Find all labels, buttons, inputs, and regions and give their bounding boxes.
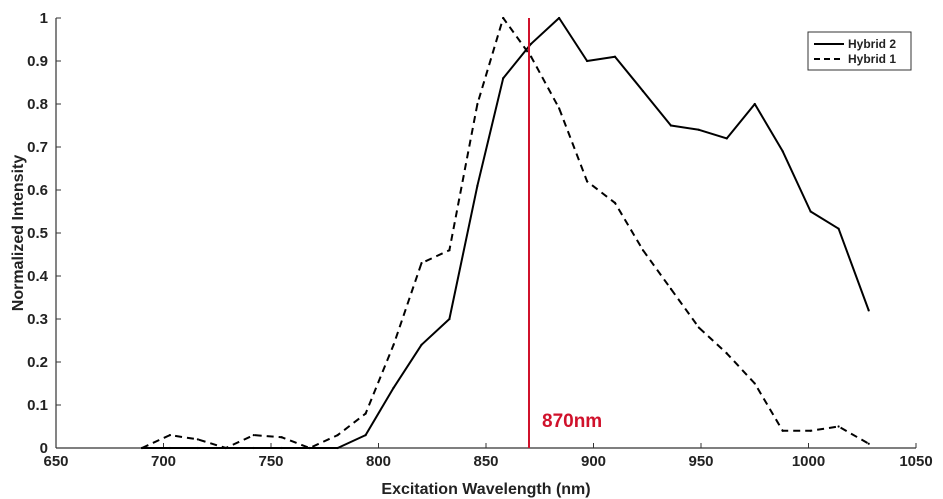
x-tick-label: 700 bbox=[151, 453, 176, 470]
y-tick-label: 0.2 bbox=[27, 354, 48, 371]
data-point bbox=[448, 317, 451, 321]
data-point bbox=[837, 425, 840, 428]
data-point bbox=[252, 434, 255, 437]
legend-label: Hybrid 1 bbox=[848, 52, 896, 66]
data-point bbox=[585, 59, 589, 63]
y-tick-label: 1 bbox=[40, 10, 48, 27]
legend-label: Hybrid 2 bbox=[848, 37, 896, 51]
data-point bbox=[641, 90, 645, 93]
data-point bbox=[641, 249, 645, 252]
data-point bbox=[669, 124, 673, 127]
y-tick-label: 0.8 bbox=[27, 96, 48, 113]
y-tick-label: 0.6 bbox=[27, 182, 48, 199]
data-point bbox=[781, 150, 784, 153]
data-point bbox=[224, 446, 227, 450]
data-point bbox=[336, 434, 339, 437]
data-point bbox=[392, 386, 395, 389]
data-point bbox=[725, 352, 728, 355]
annotations: 870nm bbox=[528, 18, 602, 448]
data-point bbox=[867, 442, 870, 445]
data-point bbox=[364, 434, 367, 437]
y-axis-ticks: 0 0.1 0.2 0.3 0.4 0.5 0.6 0.7 0.8 0.9 1 bbox=[27, 10, 61, 457]
x-tick-label: 1050 bbox=[899, 453, 932, 470]
data-point bbox=[697, 326, 700, 329]
data-point bbox=[448, 249, 451, 252]
x-tick-label: 950 bbox=[688, 453, 713, 470]
data-point bbox=[168, 446, 172, 450]
data-point bbox=[476, 184, 479, 187]
y-tick-label: 0.9 bbox=[27, 53, 48, 70]
data-point bbox=[725, 137, 728, 140]
y-axis-label: Normalized Intensity bbox=[10, 155, 27, 312]
data-point bbox=[252, 446, 255, 450]
legend-box bbox=[807, 31, 912, 71]
y-tick-label: 0.3 bbox=[27, 311, 48, 328]
data-point bbox=[558, 16, 561, 20]
data-point bbox=[140, 446, 144, 450]
data-point bbox=[613, 55, 617, 58]
data-point bbox=[280, 446, 283, 450]
data-point bbox=[867, 309, 870, 312]
data-point bbox=[308, 446, 311, 450]
x-tick-label: 850 bbox=[473, 453, 498, 470]
data-point bbox=[613, 201, 617, 204]
data-point bbox=[502, 16, 505, 20]
data-point bbox=[196, 438, 199, 441]
data-point bbox=[753, 382, 756, 385]
data-point bbox=[420, 262, 423, 265]
data-point bbox=[669, 287, 673, 290]
x-tick-label: 650 bbox=[43, 453, 68, 470]
data-point bbox=[530, 42, 533, 45]
y-tick-label: 0.5 bbox=[27, 225, 48, 242]
data-point bbox=[558, 107, 561, 110]
y-tick-label: 0.7 bbox=[27, 139, 48, 156]
data-point bbox=[585, 180, 589, 183]
data-point bbox=[697, 128, 700, 131]
data-point bbox=[420, 343, 423, 346]
y-tick-label: 0 bbox=[40, 440, 48, 457]
x-tick-label: 900 bbox=[581, 453, 606, 470]
data-point bbox=[168, 434, 172, 437]
data-point bbox=[336, 446, 339, 450]
data-point bbox=[502, 77, 505, 80]
series-line-hybrid-2 bbox=[142, 17, 870, 449]
data-point bbox=[530, 55, 533, 58]
data-point bbox=[280, 436, 283, 439]
series-line-hybrid-1 bbox=[141, 17, 870, 449]
x-tick-label: 1000 bbox=[792, 453, 825, 470]
data-point bbox=[809, 210, 812, 213]
x-tick-label: 800 bbox=[366, 453, 391, 470]
chart-axes bbox=[55, 18, 916, 449]
data-point bbox=[753, 102, 756, 106]
data-point bbox=[364, 412, 367, 415]
data-point bbox=[196, 446, 199, 450]
x-axis-label: Excitation Wavelength (nm) bbox=[381, 481, 590, 498]
data-point bbox=[781, 429, 784, 432]
marker-label: 870nm bbox=[542, 411, 602, 432]
x-tick-label: 750 bbox=[258, 453, 283, 470]
x-axis-ticks: 650 700 750 800 850 900 950 1000 1050 bbox=[43, 443, 933, 470]
data-point bbox=[837, 227, 840, 230]
y-tick-label: 0.1 bbox=[27, 397, 48, 414]
data-point bbox=[392, 343, 395, 346]
series-lines bbox=[140, 16, 870, 450]
y-tick-label: 0.4 bbox=[27, 268, 49, 285]
data-point bbox=[476, 102, 479, 106]
data-point bbox=[809, 429, 812, 432]
